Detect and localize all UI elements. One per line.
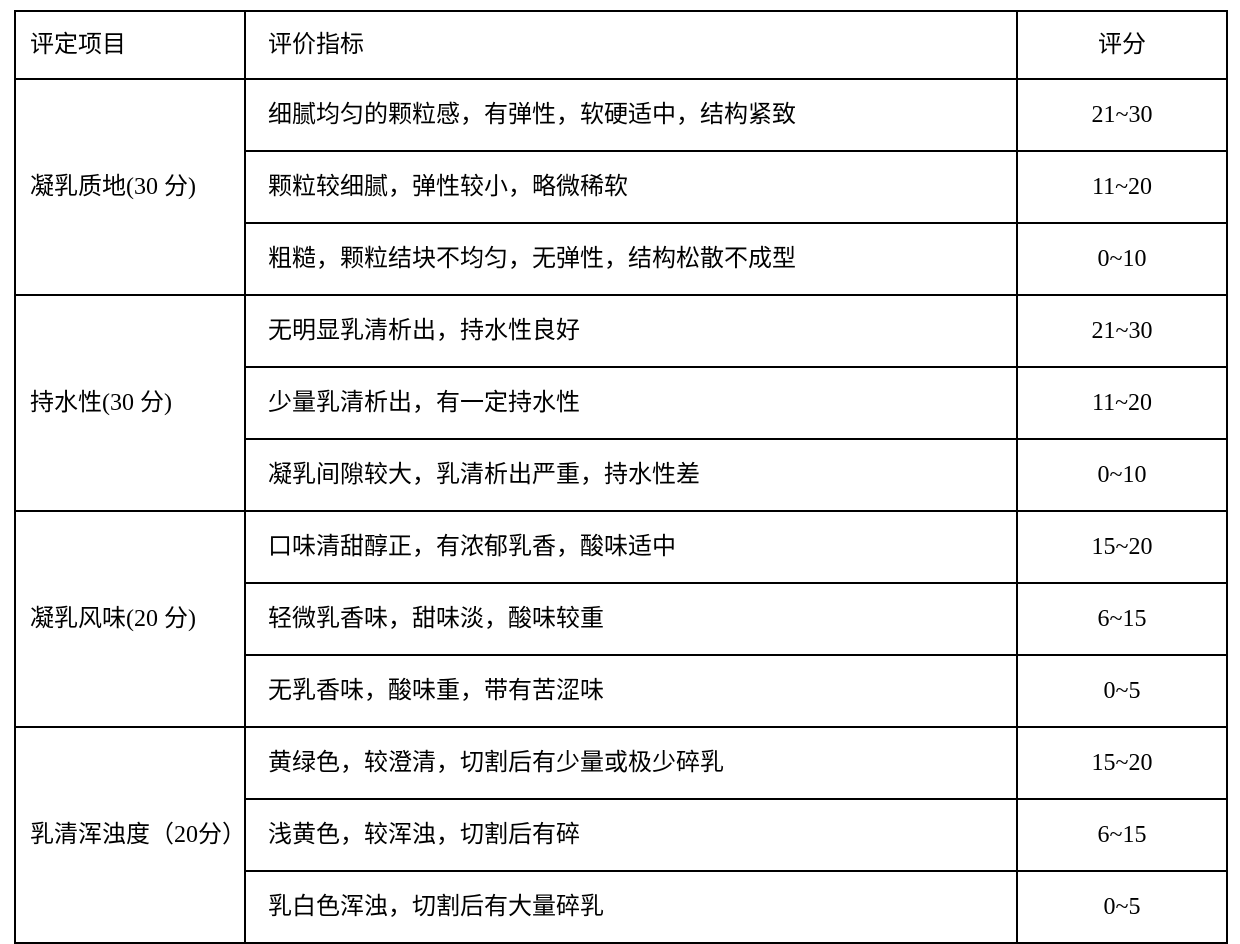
score-cell: 11~20: [1017, 367, 1227, 439]
evaluation-table: 评定项目 评价指标 评分 凝乳质地(30 分) 细腻均匀的颗粒感，有弹性，软硬适…: [14, 10, 1228, 944]
criteria-cell: 无明显乳清析出，持水性良好: [245, 295, 1017, 367]
criteria-cell: 细腻均匀的颗粒感，有弹性，软硬适中，结构紧致: [245, 79, 1017, 151]
score-cell: 0~10: [1017, 439, 1227, 511]
score-cell: 15~20: [1017, 727, 1227, 799]
header-item: 评定项目: [15, 11, 245, 79]
score-cell: 21~30: [1017, 79, 1227, 151]
table-header-row: 评定项目 评价指标 评分: [15, 11, 1227, 79]
item-cell: 凝乳风味(20 分): [15, 511, 245, 727]
criteria-cell: 颗粒较细腻，弹性较小，略微稀软: [245, 151, 1017, 223]
table-row: 持水性(30 分) 无明显乳清析出，持水性良好 21~30: [15, 295, 1227, 367]
criteria-cell: 口味清甜醇正，有浓郁乳香，酸味适中: [245, 511, 1017, 583]
score-cell: 0~10: [1017, 223, 1227, 295]
score-cell: 0~5: [1017, 871, 1227, 943]
header-score: 评分: [1017, 11, 1227, 79]
score-cell: 0~5: [1017, 655, 1227, 727]
item-cell: 凝乳质地(30 分): [15, 79, 245, 295]
score-cell: 6~15: [1017, 799, 1227, 871]
criteria-cell: 轻微乳香味，甜味淡，酸味较重: [245, 583, 1017, 655]
criteria-cell: 浅黄色，较浑浊，切割后有碎: [245, 799, 1017, 871]
table-row: 凝乳质地(30 分) 细腻均匀的颗粒感，有弹性，软硬适中，结构紧致 21~30: [15, 79, 1227, 151]
item-cell: 乳清浑浊度（20分）: [15, 727, 245, 943]
table-row: 乳清浑浊度（20分） 黄绿色，较澄清，切割后有少量或极少碎乳 15~20: [15, 727, 1227, 799]
criteria-cell: 黄绿色，较澄清，切割后有少量或极少碎乳: [245, 727, 1017, 799]
score-cell: 11~20: [1017, 151, 1227, 223]
header-criteria: 评价指标: [245, 11, 1017, 79]
criteria-cell: 无乳香味，酸味重，带有苦涩味: [245, 655, 1017, 727]
score-cell: 15~20: [1017, 511, 1227, 583]
criteria-cell: 粗糙，颗粒结块不均匀，无弹性，结构松散不成型: [245, 223, 1017, 295]
score-cell: 21~30: [1017, 295, 1227, 367]
criteria-cell: 凝乳间隙较大，乳清析出严重，持水性差: [245, 439, 1017, 511]
criteria-cell: 乳白色浑浊，切割后有大量碎乳: [245, 871, 1017, 943]
item-cell: 持水性(30 分): [15, 295, 245, 511]
criteria-cell: 少量乳清析出，有一定持水性: [245, 367, 1017, 439]
score-cell: 6~15: [1017, 583, 1227, 655]
table-row: 凝乳风味(20 分) 口味清甜醇正，有浓郁乳香，酸味适中 15~20: [15, 511, 1227, 583]
